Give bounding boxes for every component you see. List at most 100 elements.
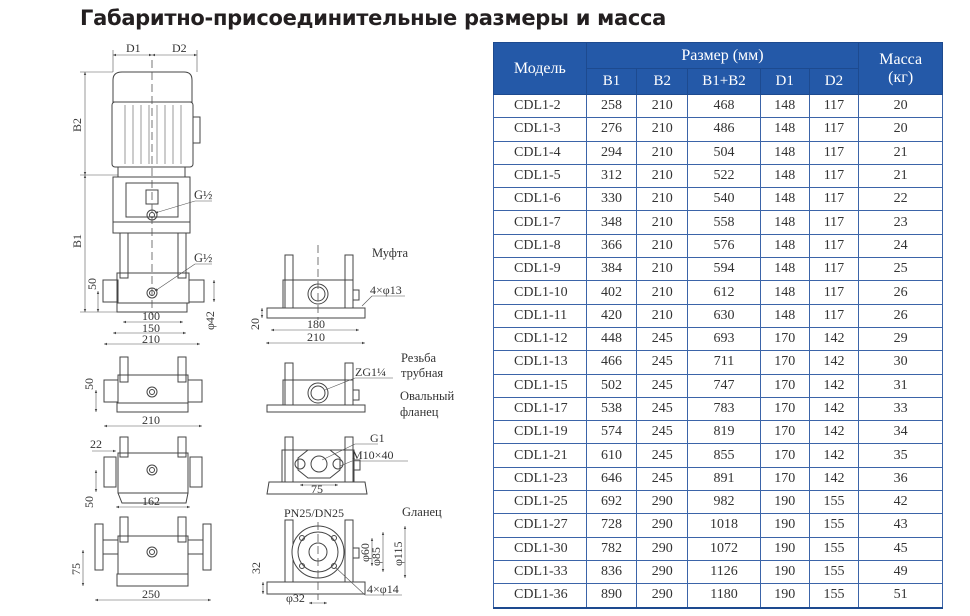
- cell-mass: 51: [858, 583, 943, 609]
- cell-d2: 142: [808, 443, 860, 468]
- cell-b1-b2: 522: [687, 164, 761, 189]
- cell-model: CDL1-36: [493, 583, 587, 609]
- table-row: CDL1-33 836 290 1126 190 155 49: [493, 560, 943, 585]
- cell-b1-b2: 1126: [687, 560, 761, 585]
- cell-model: CDL1-3: [493, 117, 587, 142]
- cell-d2: 117: [808, 117, 860, 142]
- cell-d1: 148: [759, 304, 810, 328]
- bolt-m10x40-label: M10×40: [352, 448, 393, 462]
- cell-mass: 23: [858, 210, 943, 235]
- cell-d2: 142: [808, 327, 860, 352]
- table-row: CDL1-3 276 210 486 148 117 20: [493, 117, 943, 142]
- cell-b2: 210: [636, 187, 689, 212]
- cell-d2: 155: [808, 583, 860, 609]
- cell-mass: 36: [858, 467, 943, 492]
- dim-210-label: 210: [307, 330, 325, 344]
- oval-flange-label-line1: Овальный: [400, 389, 454, 403]
- cell-model: CDL1-19: [493, 420, 587, 445]
- cell-b1: 276: [585, 117, 638, 142]
- cell-d2: 142: [808, 374, 860, 398]
- cell-d2: 142: [808, 467, 860, 492]
- cell-mass: 25: [858, 257, 943, 282]
- cell-d1: 190: [759, 513, 810, 538]
- cell-model: CDL1-2: [493, 94, 587, 119]
- cell-mass: 31: [858, 374, 943, 398]
- cell-b1: 384: [585, 257, 638, 282]
- cell-b1: 502: [585, 374, 638, 398]
- cell-d1: 170: [759, 443, 810, 468]
- dim-phi60-label: φ60: [358, 543, 372, 562]
- round-flange-connection-drawing: PN25/DN25 Gланец φ60 φ85 φ115 32 φ32 4×φ…: [249, 505, 442, 605]
- cell-b1-b2: 630: [687, 304, 761, 328]
- cell-d1: 190: [759, 537, 810, 561]
- table-row: CDL1-15 502 245 747 170 142 31: [493, 374, 943, 398]
- cell-b2: 245: [636, 374, 689, 398]
- cell-mass: 21: [858, 164, 943, 189]
- dim-d2-label: D2: [172, 41, 187, 55]
- cell-b2: 210: [636, 210, 689, 235]
- cell-d2: 155: [808, 490, 860, 515]
- cell-b1: 538: [585, 397, 638, 422]
- cell-b1-b2: 540: [687, 187, 761, 212]
- cell-mass: 33: [858, 397, 943, 422]
- table-row: CDL1-2 258 210 468 148 117 20: [493, 94, 943, 119]
- cell-d2: 142: [808, 350, 860, 375]
- cell-model: CDL1-13: [493, 350, 587, 375]
- pipe-thread-connection-drawing: ZG1¼ Резьба трубная: [266, 351, 443, 413]
- cell-b1-b2: 747: [687, 374, 761, 398]
- cell-b2: 290: [636, 513, 689, 538]
- dim-75-label: 75: [69, 563, 83, 575]
- cell-model: CDL1-6: [493, 187, 587, 212]
- cell-b1: 728: [585, 513, 638, 538]
- cell-b1-b2: 594: [687, 257, 761, 282]
- cell-d2: 117: [808, 257, 860, 282]
- dim-20-label: 20: [248, 318, 262, 330]
- cell-d1: 148: [759, 257, 810, 282]
- cell-d2: 155: [808, 537, 860, 561]
- page-title: Габаритно-присоединительные размеры и ма…: [80, 6, 667, 30]
- cell-b2: 245: [636, 420, 689, 445]
- cell-d2: 117: [808, 141, 860, 165]
- cell-model: CDL1-25: [493, 490, 587, 515]
- cell-model: CDL1-9: [493, 257, 587, 282]
- dim-b1-label: B1: [70, 234, 84, 248]
- cell-b1: 466: [585, 350, 638, 375]
- cell-d2: 117: [808, 210, 860, 235]
- cell-b1-b2: 1072: [687, 537, 761, 561]
- cell-d2: 117: [808, 280, 860, 305]
- cell-mass: 34: [858, 420, 943, 445]
- view-threaded-ports: 50 210: [82, 356, 203, 428]
- cell-b1-b2: 468: [687, 94, 761, 119]
- table-row: CDL1-12 448 245 693 170 142 29: [493, 327, 943, 352]
- cell-b1-b2: 982: [687, 490, 761, 515]
- cell-b2: 245: [636, 350, 689, 375]
- table-row: CDL1-11 420 210 630 148 117 26: [493, 304, 943, 328]
- dim-32-label: 32: [249, 562, 263, 574]
- cell-model: CDL1-12: [493, 327, 587, 352]
- cell-b2: 245: [636, 397, 689, 422]
- cell-model: CDL1-27: [493, 513, 587, 538]
- view-oval-flange: 22 50 162: [82, 436, 203, 509]
- cell-d1: 148: [759, 234, 810, 259]
- cell-model: CDL1-33: [493, 560, 587, 585]
- cell-d1: 148: [759, 280, 810, 305]
- cell-mass: 42: [858, 490, 943, 515]
- cell-b1: 782: [585, 537, 638, 561]
- header-d1: D1: [759, 68, 810, 95]
- dim-22-label: 22: [90, 437, 102, 451]
- cell-d1: 190: [759, 490, 810, 515]
- cell-d2: 117: [808, 304, 860, 328]
- dim-50-label: 50: [82, 378, 96, 390]
- cell-b1-b2: 486: [687, 117, 761, 142]
- cell-mass: 29: [858, 327, 943, 352]
- cell-model: CDL1-4: [493, 141, 587, 165]
- cell-b2: 210: [636, 257, 689, 282]
- cell-mass: 21: [858, 141, 943, 165]
- header-b2: B2: [636, 68, 689, 95]
- flange-label: Gланец: [402, 505, 442, 519]
- cell-b2: 245: [636, 327, 689, 352]
- cell-b1: 836: [585, 560, 638, 585]
- cell-b2: 210: [636, 141, 689, 165]
- cell-d2: 155: [808, 560, 860, 585]
- cell-b1-b2: 891: [687, 467, 761, 492]
